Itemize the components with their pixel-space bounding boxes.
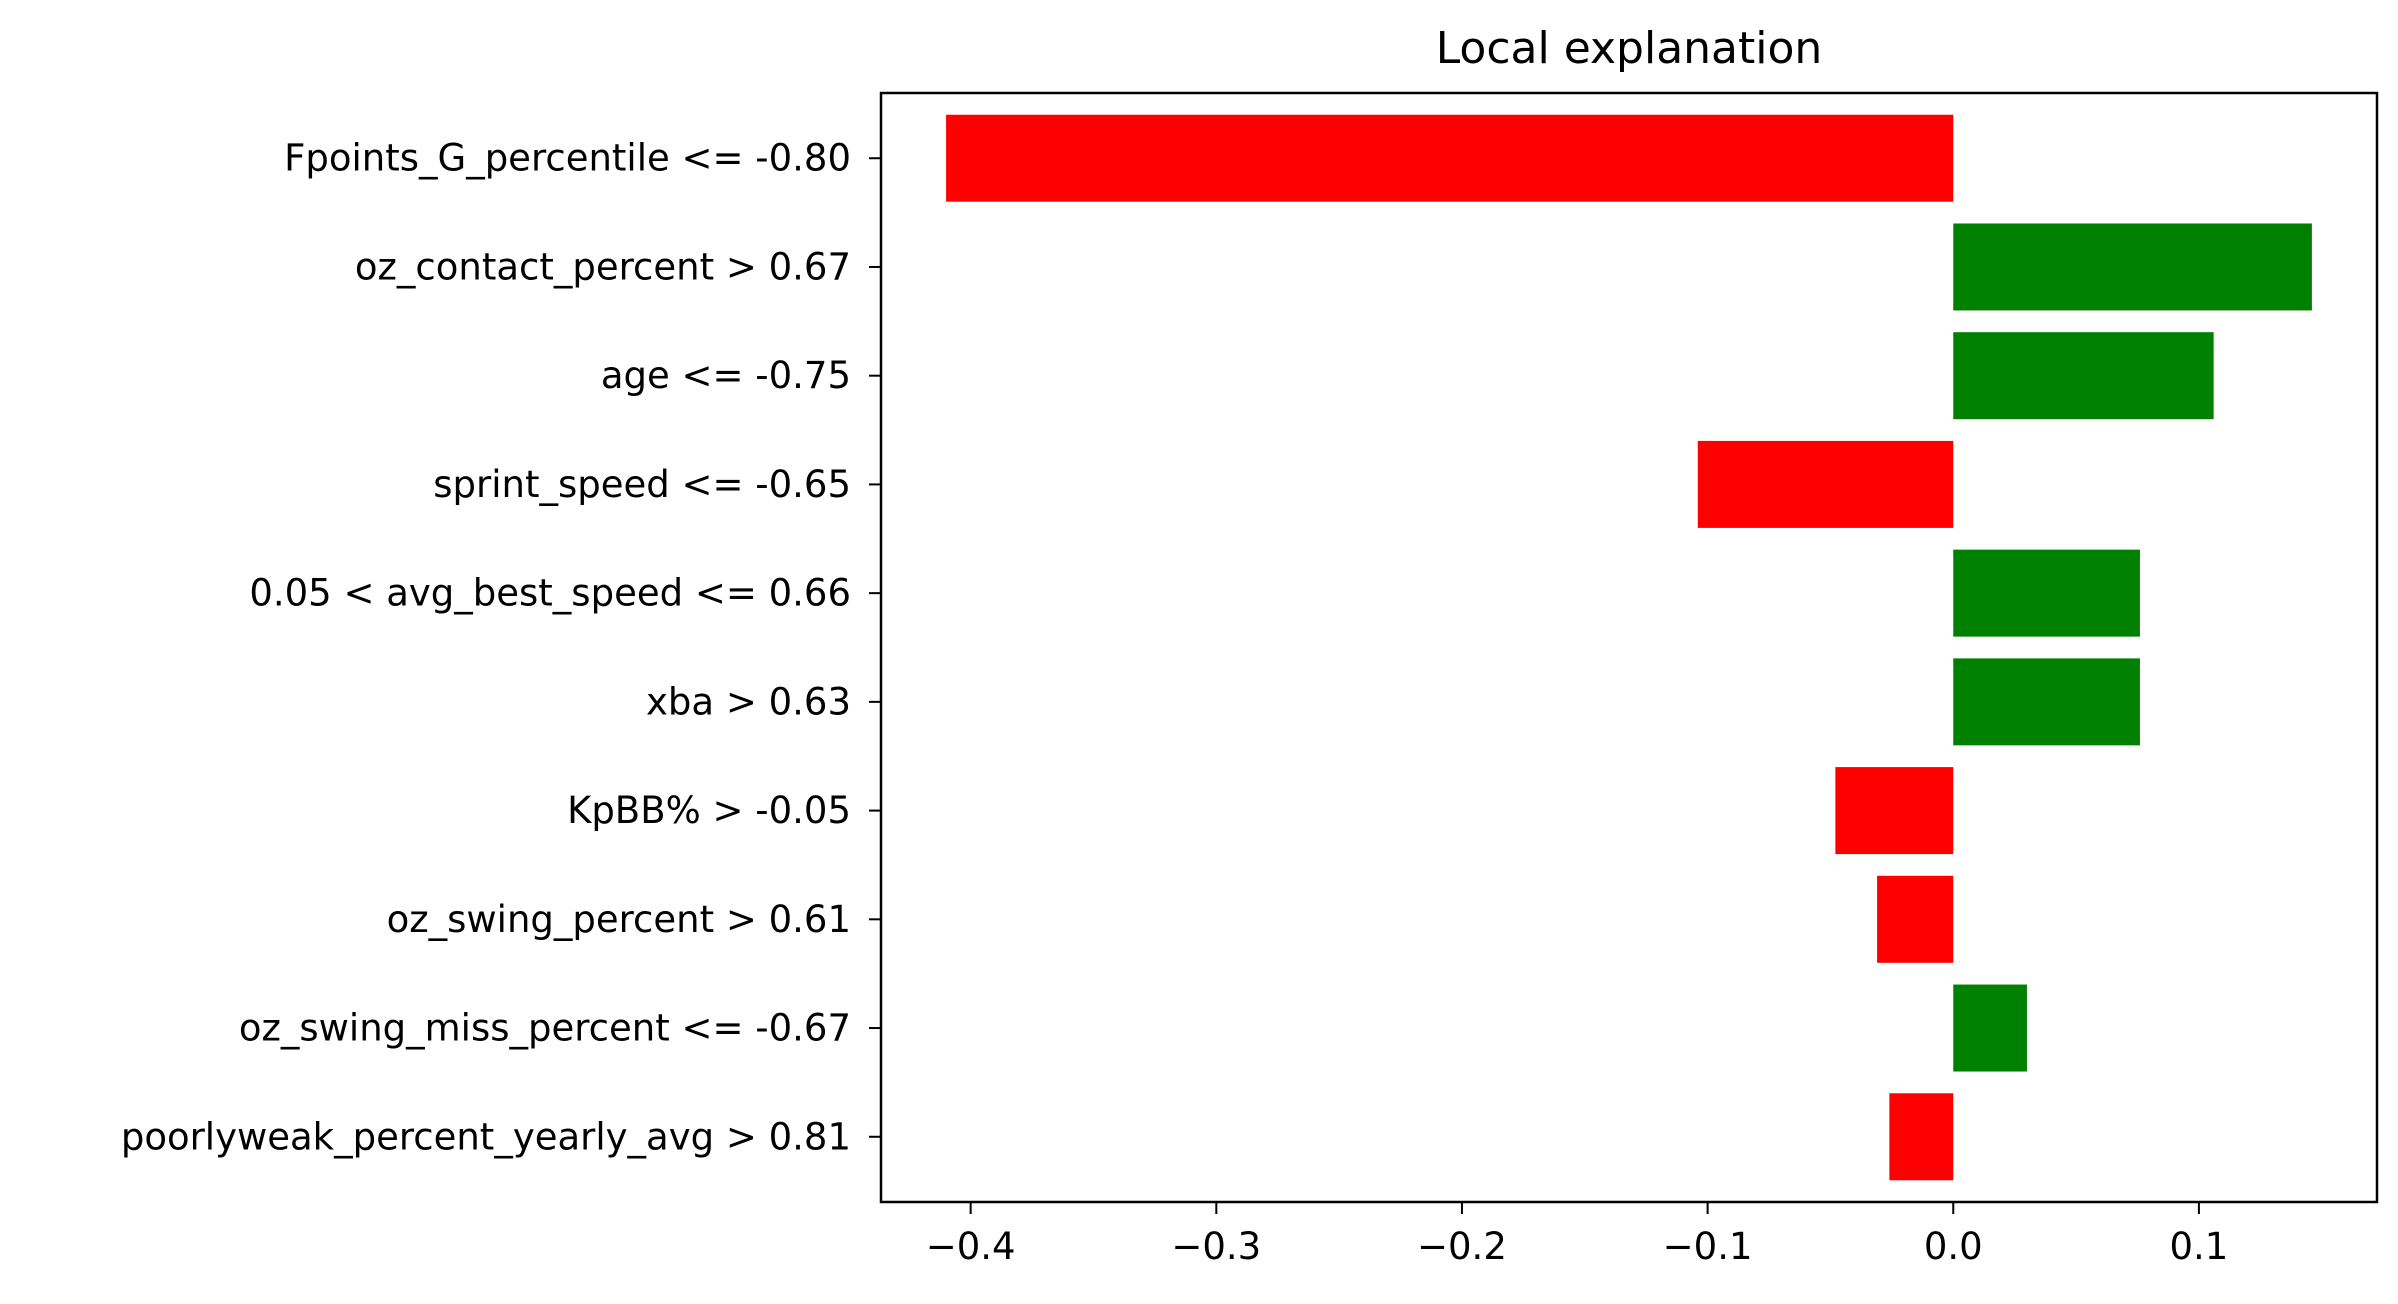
x-tick-label-2: −0.2: [1417, 1225, 1507, 1268]
y-tick-label-3: sprint_speed <= -0.65: [433, 463, 851, 506]
x-tick-label-3: −0.1: [1663, 1225, 1753, 1268]
y-tick-label-2: age <= -0.75: [601, 354, 851, 397]
bar-5: [1953, 658, 2140, 746]
x-tick-label-1: −0.3: [1171, 1225, 1261, 1268]
y-tick-label-8: oz_swing_miss_percent <= -0.67: [239, 1007, 851, 1050]
bar-3: [1697, 440, 1954, 528]
x-tick-label-5: 0.1: [2169, 1225, 2228, 1268]
y-tick-label-6: KpBB% > -0.05: [567, 789, 851, 832]
bars-layer: [946, 114, 2312, 1181]
y-tick-label-7: oz_swing_percent > 0.61: [387, 898, 851, 941]
bar-1: [1953, 223, 2312, 311]
x-axis-ticks: −0.4 −0.3 −0.2 −0.1 0.0 0.1: [926, 1202, 2228, 1268]
chart-title: Local explanation: [1436, 23, 1823, 74]
bar-6: [1835, 767, 1954, 855]
x-tick-label-4: 0.0: [1924, 1225, 1983, 1268]
y-tick-label-9: poorlyweak_percent_yearly_avg > 0.81: [121, 1115, 851, 1158]
bar-0: [946, 114, 1954, 202]
bar-4: [1953, 549, 2140, 637]
y-tick-label-4: 0.05 < avg_best_speed <= 0.66: [249, 572, 851, 615]
bar-2: [1953, 332, 2214, 420]
y-tick-label-5: xba > 0.63: [646, 680, 851, 723]
bar-9: [1889, 1093, 1954, 1181]
plot-frame: [879, 91, 2379, 1204]
y-tick-label-0: Fpoints_G_percentile <= -0.80: [284, 137, 851, 180]
x-tick-label-0: −0.4: [926, 1225, 1016, 1268]
y-tick-labels: Fpoints_G_percentile <= -0.80 oz_contact_…: [121, 137, 881, 1158]
bar-8: [1953, 984, 2027, 1072]
y-tick-label-1: oz_contact_percent > 0.67: [355, 245, 851, 288]
bar-7: [1877, 875, 1954, 963]
